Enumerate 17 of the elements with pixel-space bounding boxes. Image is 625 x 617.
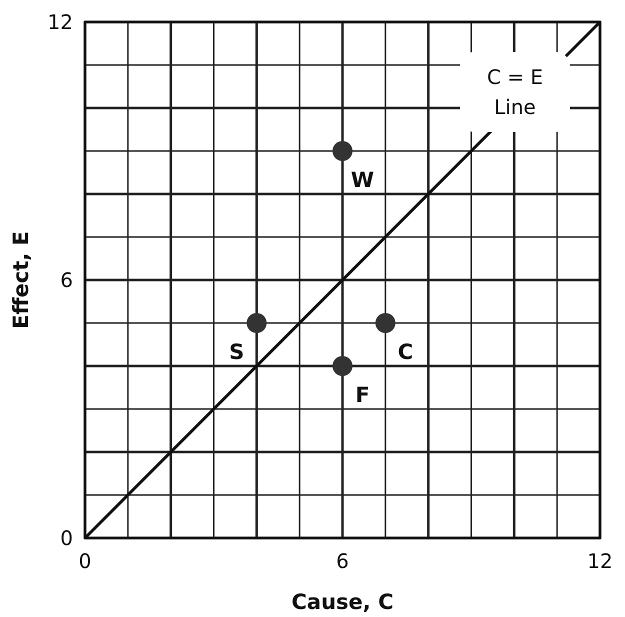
x-tick-label: 6	[336, 549, 349, 573]
x-tick-label: 0	[78, 549, 92, 573]
y-axis-title: Effect, E	[9, 231, 33, 329]
point	[246, 313, 267, 333]
annotation: C	[398, 340, 414, 364]
annotation: S	[229, 340, 244, 364]
point	[332, 141, 352, 161]
annotation: F	[355, 383, 370, 407]
series-label: C = E Line	[486, 65, 544, 119]
point	[375, 313, 396, 333]
annotation: W	[350, 168, 374, 192]
x-tick-label: 12	[587, 549, 613, 573]
y-tick-label: 12	[48, 10, 73, 34]
x-axis-title: Cause, C	[292, 590, 394, 614]
point	[332, 356, 352, 376]
y-tick-label: 6	[60, 268, 73, 292]
y-tick-label: 0	[60, 526, 73, 550]
